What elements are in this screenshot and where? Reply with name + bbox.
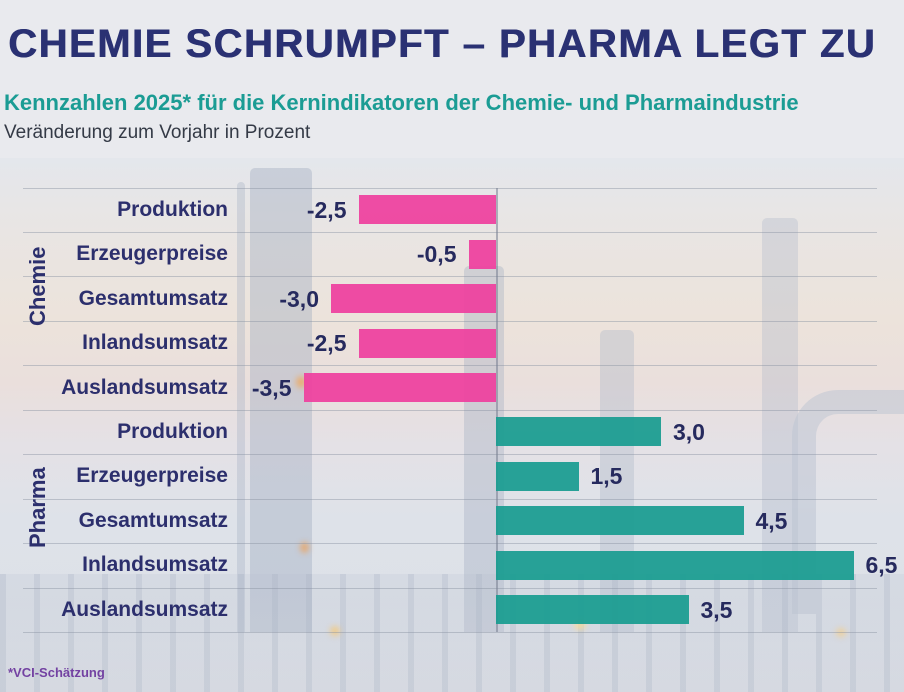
bar-pharma <box>496 550 854 580</box>
row-label: Gesamtumsatz <box>78 286 228 310</box>
gridline <box>23 632 877 633</box>
page-title: CHEMIE SCHRUMPFT – PHARMA LEGT ZU <box>8 22 877 66</box>
plant-light <box>330 626 340 636</box>
bar-chemie <box>358 195 496 225</box>
gridline <box>23 320 877 322</box>
bar-chemie <box>468 239 496 269</box>
source-footnote: *VCI-Schätzung <box>8 665 105 680</box>
value-label: -2,5 <box>306 330 347 357</box>
gridline <box>23 276 877 278</box>
value-label: 3,0 <box>673 418 705 445</box>
bar-pharma <box>496 595 689 625</box>
value-label: 4,5 <box>755 507 788 534</box>
bar-chemie <box>303 373 496 403</box>
bar-chemie <box>331 284 496 314</box>
plant-light <box>300 542 309 553</box>
gridline <box>23 409 877 411</box>
bar-pharma <box>496 461 579 491</box>
group-label-pharma: Pharma <box>25 467 50 548</box>
gridline <box>23 187 877 189</box>
value-label: 3,5 <box>700 596 733 623</box>
zero-axis-line <box>496 187 498 632</box>
gridline <box>23 454 877 456</box>
gridline <box>23 587 877 589</box>
row-label: Produktion <box>117 197 228 221</box>
value-label: 1,5 <box>590 463 623 490</box>
page-subtitle: Kennzahlen 2025* für die Kernindikatoren… <box>4 90 799 115</box>
row-label: Inlandsumsatz <box>82 553 228 577</box>
axis-unit-description: Veränderung zum Vorjahr in Prozent <box>4 122 311 143</box>
row-label: Erzeugerpreise <box>76 464 228 488</box>
value-label: -0,5 <box>416 241 457 268</box>
chimney-silhouette <box>600 330 634 632</box>
row-label: Gesamtumsatz <box>78 508 228 532</box>
row-label: Produktion <box>117 419 228 443</box>
plant-light <box>574 620 586 630</box>
value-label: -3,0 <box>279 285 319 312</box>
plant-light <box>836 628 846 637</box>
plant-structures-silhouette <box>0 574 904 692</box>
value-label: 6,5 <box>865 552 898 579</box>
tower-silhouette <box>250 168 312 632</box>
value-label: -3,5 <box>251 374 292 401</box>
value-label: -2,5 <box>306 196 347 223</box>
bar-chemie <box>358 328 496 358</box>
group-label-chemie: Chemie <box>25 246 50 326</box>
gridline <box>23 365 877 367</box>
bar-pharma <box>496 506 744 536</box>
background-photo <box>0 158 904 692</box>
bar-pharma <box>496 417 661 447</box>
row-label: Auslandsumsatz <box>61 375 228 399</box>
gridline <box>23 543 877 545</box>
row-label: Inlandsumsatz <box>82 331 228 355</box>
plant-light <box>296 376 306 388</box>
tower-silhouette <box>237 182 245 632</box>
gridline <box>23 498 877 500</box>
row-label: Erzeugerpreise <box>76 242 228 266</box>
gridline <box>23 231 877 233</box>
row-label: Auslandsumsatz <box>61 597 228 621</box>
